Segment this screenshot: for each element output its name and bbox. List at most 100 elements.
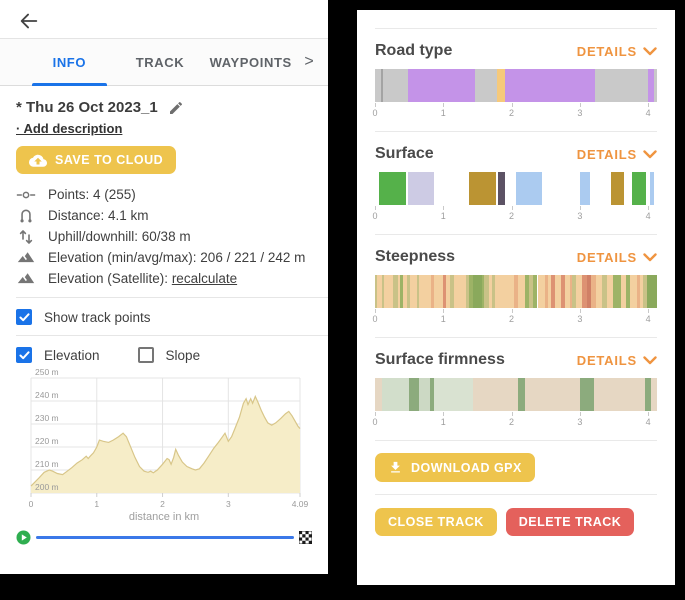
- svg-text:240 m: 240 m: [35, 390, 59, 400]
- tab-bar: INFO TRACK WAYPOINTS >: [0, 38, 328, 86]
- axis-tick-label: 0: [372, 108, 378, 118]
- stat-row: Points: 4 (255): [16, 184, 312, 205]
- bar-segment: [497, 172, 506, 205]
- divider: [16, 297, 328, 298]
- bar-segment: [579, 172, 591, 205]
- divider: [16, 335, 328, 336]
- track-progress-slider[interactable]: [16, 530, 312, 545]
- divider: [375, 337, 657, 338]
- slider-track[interactable]: [36, 536, 294, 539]
- close-track-label: CLOSE TRACK: [388, 515, 484, 529]
- bar-segment: [532, 275, 538, 308]
- svg-text:0: 0: [29, 499, 34, 509]
- close-track-button[interactable]: CLOSE TRACK: [375, 508, 497, 536]
- bar-segment: [564, 275, 570, 308]
- delete-track-button[interactable]: DELETE TRACK: [505, 508, 635, 536]
- bar-segment: [607, 275, 614, 308]
- bar-segment: [489, 275, 493, 308]
- bar-axis: 0 1 2 3 4: [372, 309, 657, 326]
- back-button[interactable]: [14, 6, 44, 36]
- axis-tick: [375, 206, 376, 210]
- download-gpx-button[interactable]: DOWNLOAD GPX: [375, 453, 535, 482]
- bar-segment: [382, 69, 409, 102]
- section-title: Road type: [375, 42, 453, 59]
- divider: [375, 494, 657, 495]
- bar-segment: [473, 275, 482, 308]
- axis-tick: [579, 412, 581, 416]
- bar-segment: [518, 378, 525, 411]
- details-label: DETAILS: [576, 146, 637, 162]
- axis-tick: [579, 103, 581, 107]
- axis-tick-label: 2: [509, 211, 515, 221]
- svg-text:200 m: 200 m: [35, 482, 59, 492]
- edit-title-button[interactable]: [168, 100, 184, 116]
- bar-segment: [468, 172, 496, 205]
- tab-track[interactable]: TRACK: [115, 39, 206, 85]
- bar-segment: [626, 275, 630, 308]
- elevation-checkbox[interactable]: [16, 347, 32, 363]
- bar-segment: [393, 275, 398, 308]
- axis-tick: [443, 412, 445, 416]
- bar-segment: [397, 275, 400, 308]
- tab-info[interactable]: INFO: [24, 39, 115, 86]
- section-steepness: Steepness DETAILS 0 1 2 3 4: [372, 248, 657, 338]
- bar-segment: [433, 378, 474, 411]
- axis-tick: [375, 412, 376, 416]
- axis-tick-label: 3: [577, 211, 583, 221]
- details-button[interactable]: DETAILS: [577, 44, 657, 59]
- bar-segment: [613, 275, 622, 308]
- bar-segment: [632, 172, 647, 205]
- tab-waypoints[interactable]: WAYPOINTS: [205, 39, 296, 85]
- recalculate-link[interactable]: recalculate: [171, 271, 238, 286]
- axis-tick-label: 3: [577, 417, 583, 427]
- axis-tick-label: 0: [372, 417, 378, 427]
- bar-segment: [383, 275, 394, 308]
- axis-tick: [443, 309, 445, 313]
- axis-tick: [579, 309, 581, 313]
- bar-segment: [504, 69, 595, 102]
- divider: [375, 440, 657, 441]
- axis-tick-label: 1: [440, 417, 446, 427]
- stat-text: Distance: 4.1 km: [48, 208, 149, 223]
- bar-segment: [629, 275, 637, 308]
- bar-segment: [594, 69, 649, 102]
- bar-segment: [399, 275, 403, 308]
- axis-tick-label: 2: [509, 417, 515, 427]
- axis-tick: [511, 206, 513, 210]
- bar-segment: [650, 378, 657, 411]
- details-label: DETAILS: [576, 352, 637, 368]
- bar-segment: [650, 172, 654, 205]
- elevation-chart[interactable]: 200 m 210 m 220 m 230 m 240 m 250 m 0 1 2 3 4.09: [16, 369, 312, 511]
- bar-segment: [492, 275, 496, 308]
- add-description-link[interactable]: · Add description: [16, 121, 123, 136]
- bar-segment: [645, 378, 651, 411]
- axis-tick-label: 0: [372, 211, 378, 221]
- tabs-overflow-chevron[interactable]: >: [296, 39, 322, 85]
- bar-segment: [548, 275, 552, 308]
- bar-segment: [571, 275, 576, 308]
- bar-segment: [561, 275, 565, 308]
- bar-axis: 0 1 2 3 4: [372, 103, 657, 120]
- bar-segment: [484, 275, 489, 308]
- divider: [375, 234, 657, 235]
- details-button[interactable]: DETAILS: [577, 353, 657, 368]
- bar-segment: [417, 275, 420, 308]
- axis-tick: [648, 103, 650, 107]
- save-to-cloud-label: SAVE TO CLOUD: [55, 153, 164, 167]
- bar-segment: [475, 69, 497, 102]
- bar-segment: [594, 378, 646, 411]
- show-track-points-checkbox[interactable]: [16, 309, 32, 325]
- distance-bar: [375, 69, 657, 102]
- axis-tick-label: 4: [645, 108, 651, 118]
- track-info-panel: INFO TRACK WAYPOINTS > * Thu 26 Oct 2023_1…: [0, 0, 328, 574]
- bar-segment: [545, 275, 549, 308]
- slope-checkbox[interactable]: [137, 347, 154, 363]
- details-button[interactable]: DETAILS: [577, 250, 657, 265]
- axis-tick-label: 3: [577, 108, 583, 118]
- bar-segment: [569, 275, 572, 308]
- bar-segment: [514, 275, 518, 308]
- distance-bar: [375, 378, 657, 411]
- details-button[interactable]: DETAILS: [577, 147, 657, 162]
- save-to-cloud-button[interactable]: SAVE TO CLOUD: [16, 146, 177, 174]
- bar-segment: [473, 378, 519, 411]
